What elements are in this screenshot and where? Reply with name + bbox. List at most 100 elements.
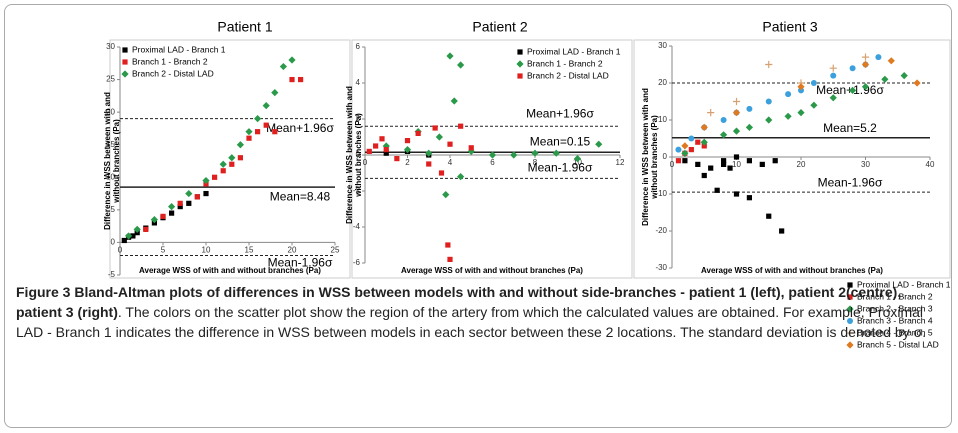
marker (732, 97, 741, 106)
x-tick-label: 12 (616, 158, 625, 167)
legend-marker (122, 59, 128, 65)
marker (785, 91, 792, 98)
marker (732, 109, 741, 117)
marker (733, 154, 740, 160)
marker (255, 129, 261, 135)
y-tick-label: 0 (111, 238, 116, 247)
marker (681, 149, 689, 157)
marker (829, 94, 837, 102)
caption: Figure 3 Bland-Altman plots of differenc… (16, 282, 941, 342)
marker (733, 191, 740, 197)
y-tick-label: 2 (356, 114, 361, 123)
x-tick-label: 30 (861, 160, 870, 169)
y-tick-label: -6 (353, 258, 361, 267)
marker (688, 135, 695, 142)
marker (913, 79, 921, 87)
y-axis-label: without branches (Pa) (112, 119, 121, 204)
legend-marker (846, 329, 854, 337)
marker (900, 72, 908, 80)
caption-label: Figure 3 (16, 284, 71, 300)
figure-frame (4, 4, 952, 428)
marker (177, 204, 183, 210)
legend-label: Branch 5 - Distal LAD (857, 339, 939, 349)
legend-marker (846, 305, 854, 313)
marker (721, 158, 727, 164)
x-tick-label: 5 (161, 246, 166, 255)
marker (810, 101, 818, 109)
y-tick-label: 0 (356, 150, 361, 159)
marker (121, 237, 127, 244)
marker (288, 56, 296, 64)
marker (279, 62, 287, 71)
chart-title: Patient 1 (217, 19, 272, 35)
y-tick-label: -30 (655, 263, 667, 272)
marker (404, 138, 411, 144)
marker (458, 123, 464, 129)
marker (203, 190, 209, 197)
x-tick-label: 25 (331, 246, 340, 255)
marker (185, 189, 193, 198)
marker (700, 123, 708, 131)
marker (186, 200, 192, 206)
reference-label: Mean+1.96σ (266, 121, 334, 135)
reference-label: Mean-1.96σ (268, 256, 333, 270)
y-axis-label: without branches (Pa) (354, 113, 363, 198)
legend-marker (121, 70, 129, 78)
marker (861, 53, 870, 61)
x-tick-label: 0 (118, 246, 123, 255)
marker (130, 233, 136, 239)
marker (531, 149, 539, 157)
y-tick-label: 25 (106, 75, 115, 84)
marker (263, 122, 269, 128)
y-tick-label: -20 (655, 226, 667, 235)
chart-title: Patient 3 (762, 19, 817, 35)
marker (438, 170, 445, 176)
marker (468, 145, 474, 151)
marker (169, 210, 175, 216)
marker (446, 52, 454, 60)
y-axis-label: Difference in WSS between with and (345, 86, 354, 224)
marker (720, 131, 728, 139)
marker (681, 142, 689, 150)
marker (143, 226, 149, 232)
y-tick-label: 15 (106, 140, 115, 149)
legend-marker (122, 47, 128, 53)
marker (245, 128, 253, 136)
marker (701, 172, 707, 179)
marker (797, 83, 805, 91)
marker (415, 130, 421, 136)
marker (426, 161, 432, 167)
marker (228, 154, 236, 162)
x-axis-label: Average WSS of with and without branches… (401, 266, 583, 275)
y-tick-label: 30 (106, 42, 115, 51)
marker (573, 155, 582, 163)
marker (675, 146, 682, 153)
legend-marker (517, 49, 523, 55)
y-tick-label: -2 (353, 186, 361, 195)
marker (798, 87, 804, 94)
legend-label: Branch 2 - Branch 3 (857, 303, 933, 313)
x-tick-label: 10 (573, 158, 582, 167)
legend-marker (847, 294, 853, 300)
legend-marker (516, 60, 524, 68)
reference-label: Mean=0.15 (530, 134, 591, 148)
marker (220, 168, 226, 174)
marker (432, 125, 438, 131)
marker (765, 98, 772, 105)
marker (457, 173, 465, 181)
marker (236, 141, 244, 149)
marker (759, 161, 765, 167)
legend-marker (847, 318, 853, 324)
x-tick-label: 4 (448, 158, 453, 167)
x-axis-label: Average WSS of with and without branches… (701, 266, 883, 275)
marker (177, 200, 183, 206)
marker (830, 72, 837, 79)
x-tick-label: 15 (245, 246, 254, 255)
marker (194, 194, 200, 200)
legend-label: Branch 1 - Branch 2 (132, 56, 208, 66)
legend-label: Proximal LAD - Branch 1 (132, 44, 226, 54)
caption-text: . The colors on the scatter plot show th… (16, 304, 927, 340)
marker (720, 117, 727, 123)
marker (779, 228, 785, 234)
